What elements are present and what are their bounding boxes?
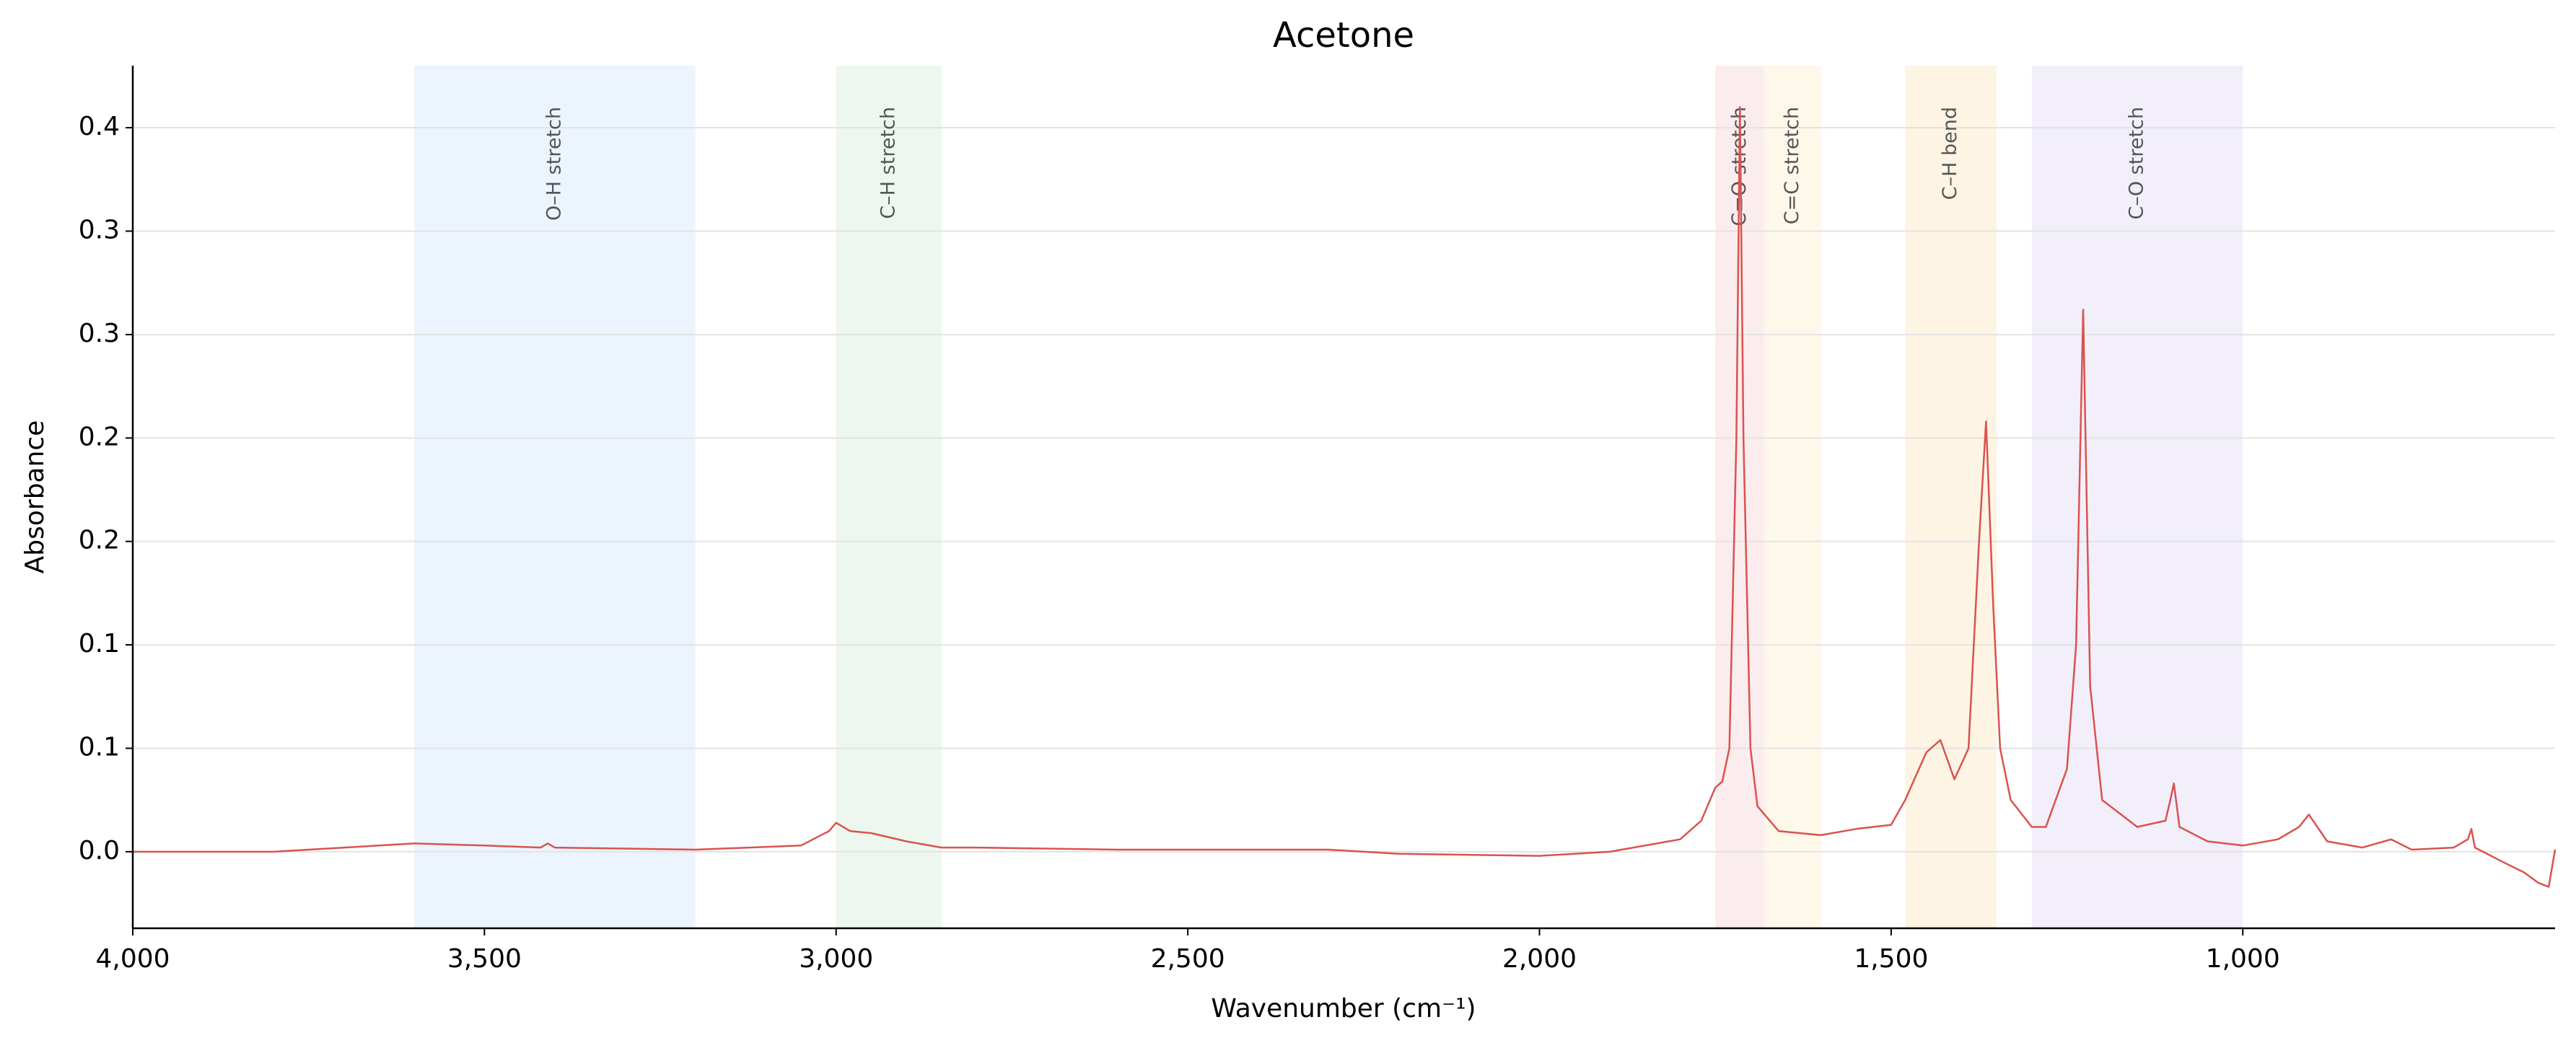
y-tick-label: 0.2 <box>79 422 120 452</box>
band <box>1764 66 1821 928</box>
x-axis-label: Wavenumber (cm⁻¹) <box>1211 994 1476 1023</box>
x-tick-label: 3,500 <box>447 944 522 974</box>
y-tick-label: 0.4 <box>79 112 120 141</box>
chart-title: Acetone <box>1273 15 1414 56</box>
band-label: C=C stretch <box>1781 107 1803 224</box>
y-tick-label: 0.1 <box>79 732 120 762</box>
x-tick-label: 4,000 <box>95 944 170 974</box>
x-tick-label: 2,000 <box>1502 944 1577 974</box>
spectrum-line <box>133 106 2557 888</box>
y-tick-label: 0.2 <box>79 526 120 555</box>
x-tick-label: 2,500 <box>1151 944 1225 974</box>
band-label: O–H stretch <box>543 107 565 221</box>
x-tick-label: 3,000 <box>799 944 873 974</box>
band-label: C–H stretch <box>877 107 899 219</box>
band <box>836 66 942 928</box>
y-tick-label: 0.3 <box>79 215 120 245</box>
y-tick-label: 0.0 <box>79 836 120 866</box>
band <box>413 66 696 928</box>
y-axis-label: Absorbance <box>20 420 50 574</box>
y-tick-label: 0.3 <box>79 319 120 348</box>
band <box>1715 66 1765 928</box>
band-label: C–H bend <box>1939 107 1961 200</box>
x-tick-label: 1,500 <box>1854 944 1928 974</box>
band-label: C–O stretch <box>2126 107 2148 220</box>
x-tick-label: 1,000 <box>2206 944 2280 974</box>
band <box>2031 66 2243 928</box>
y-tick-label: 0.1 <box>79 629 120 659</box>
